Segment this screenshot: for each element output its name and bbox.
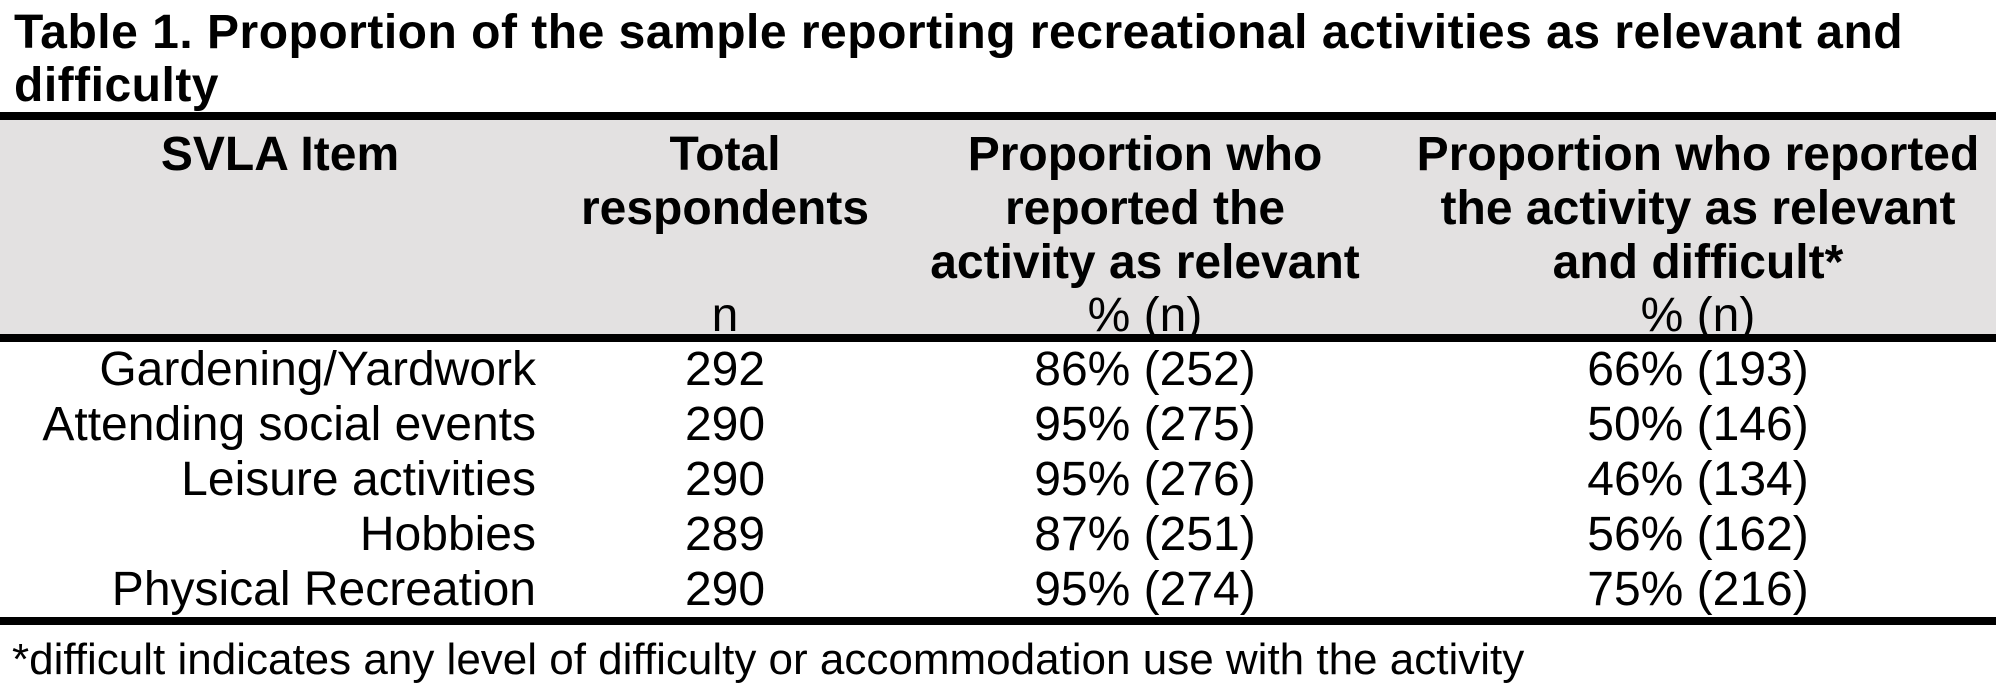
column-subheader: % (n) bbox=[1087, 289, 1203, 342]
column-header-total-respondents: Total respondents n bbox=[560, 128, 890, 342]
column-subheader: n bbox=[711, 289, 739, 342]
column-header-label: SVLA Item bbox=[160, 128, 400, 181]
top-rule bbox=[0, 112, 1996, 120]
table-row: Physical Recreation 290 95% (274) 75% (2… bbox=[0, 562, 1996, 617]
cell-relevant: 95% (276) bbox=[1034, 453, 1256, 506]
cell-item: Gardening/Yardwork bbox=[99, 343, 536, 396]
cell-total-n: 292 bbox=[684, 343, 766, 396]
cell-relevant: 95% (274) bbox=[1034, 563, 1256, 616]
cell-total-n: 289 bbox=[684, 508, 766, 561]
table-body: Gardening/Yardwork 292 86% (252) 66% (19… bbox=[0, 342, 1996, 617]
table-header-row: SVLA Item Total respondents n Proportion… bbox=[0, 120, 1996, 342]
cell-relevant-difficult: 75% (216) bbox=[1587, 563, 1809, 616]
table-row: Leisure activities 290 95% (276) 46% (13… bbox=[0, 452, 1996, 507]
column-header-label: Proportion who reported the activity as … bbox=[930, 128, 1360, 289]
cell-relevant-difficult: 56% (162) bbox=[1587, 508, 1809, 561]
cell-relevant-difficult: 46% (134) bbox=[1587, 453, 1809, 506]
column-subheader: % (n) bbox=[1640, 289, 1756, 342]
cell-relevant-difficult: 66% (193) bbox=[1587, 343, 1809, 396]
header-rule bbox=[0, 334, 1996, 342]
cell-relevant: 95% (275) bbox=[1034, 398, 1256, 451]
cell-relevant: 87% (251) bbox=[1034, 508, 1256, 561]
table-row: Attending social events 290 95% (275) 50… bbox=[0, 397, 1996, 452]
table-footnote: *difficult indicates any level of diffic… bbox=[12, 635, 1525, 684]
bottom-rule bbox=[0, 617, 1996, 625]
column-header-svla-item: SVLA Item bbox=[0, 128, 560, 342]
cell-item: Hobbies bbox=[359, 508, 536, 561]
column-header-relevant: Proportion who reported the activity as … bbox=[890, 128, 1400, 342]
table-row: Hobbies 289 87% (251) 56% (162) bbox=[0, 507, 1996, 562]
cell-item: Physical Recreation bbox=[111, 563, 536, 616]
cell-relevant: 86% (252) bbox=[1034, 343, 1256, 396]
cell-total-n: 290 bbox=[684, 563, 766, 616]
cell-item: Leisure activities bbox=[181, 453, 536, 506]
column-header-label: Proportion who reported the activity as … bbox=[1416, 128, 1980, 289]
table-caption: Table 1. Proportion of the sample report… bbox=[14, 6, 1904, 112]
column-header-relevant-difficult: Proportion who reported the activity as … bbox=[1400, 128, 1996, 342]
cell-relevant-difficult: 50% (146) bbox=[1587, 398, 1809, 451]
cell-total-n: 290 bbox=[684, 453, 766, 506]
table-row: Gardening/Yardwork 292 86% (252) 66% (19… bbox=[0, 342, 1996, 397]
cell-total-n: 290 bbox=[684, 398, 766, 451]
cell-item: Attending social events bbox=[42, 398, 536, 451]
column-header-label: Total respondents bbox=[580, 128, 870, 235]
